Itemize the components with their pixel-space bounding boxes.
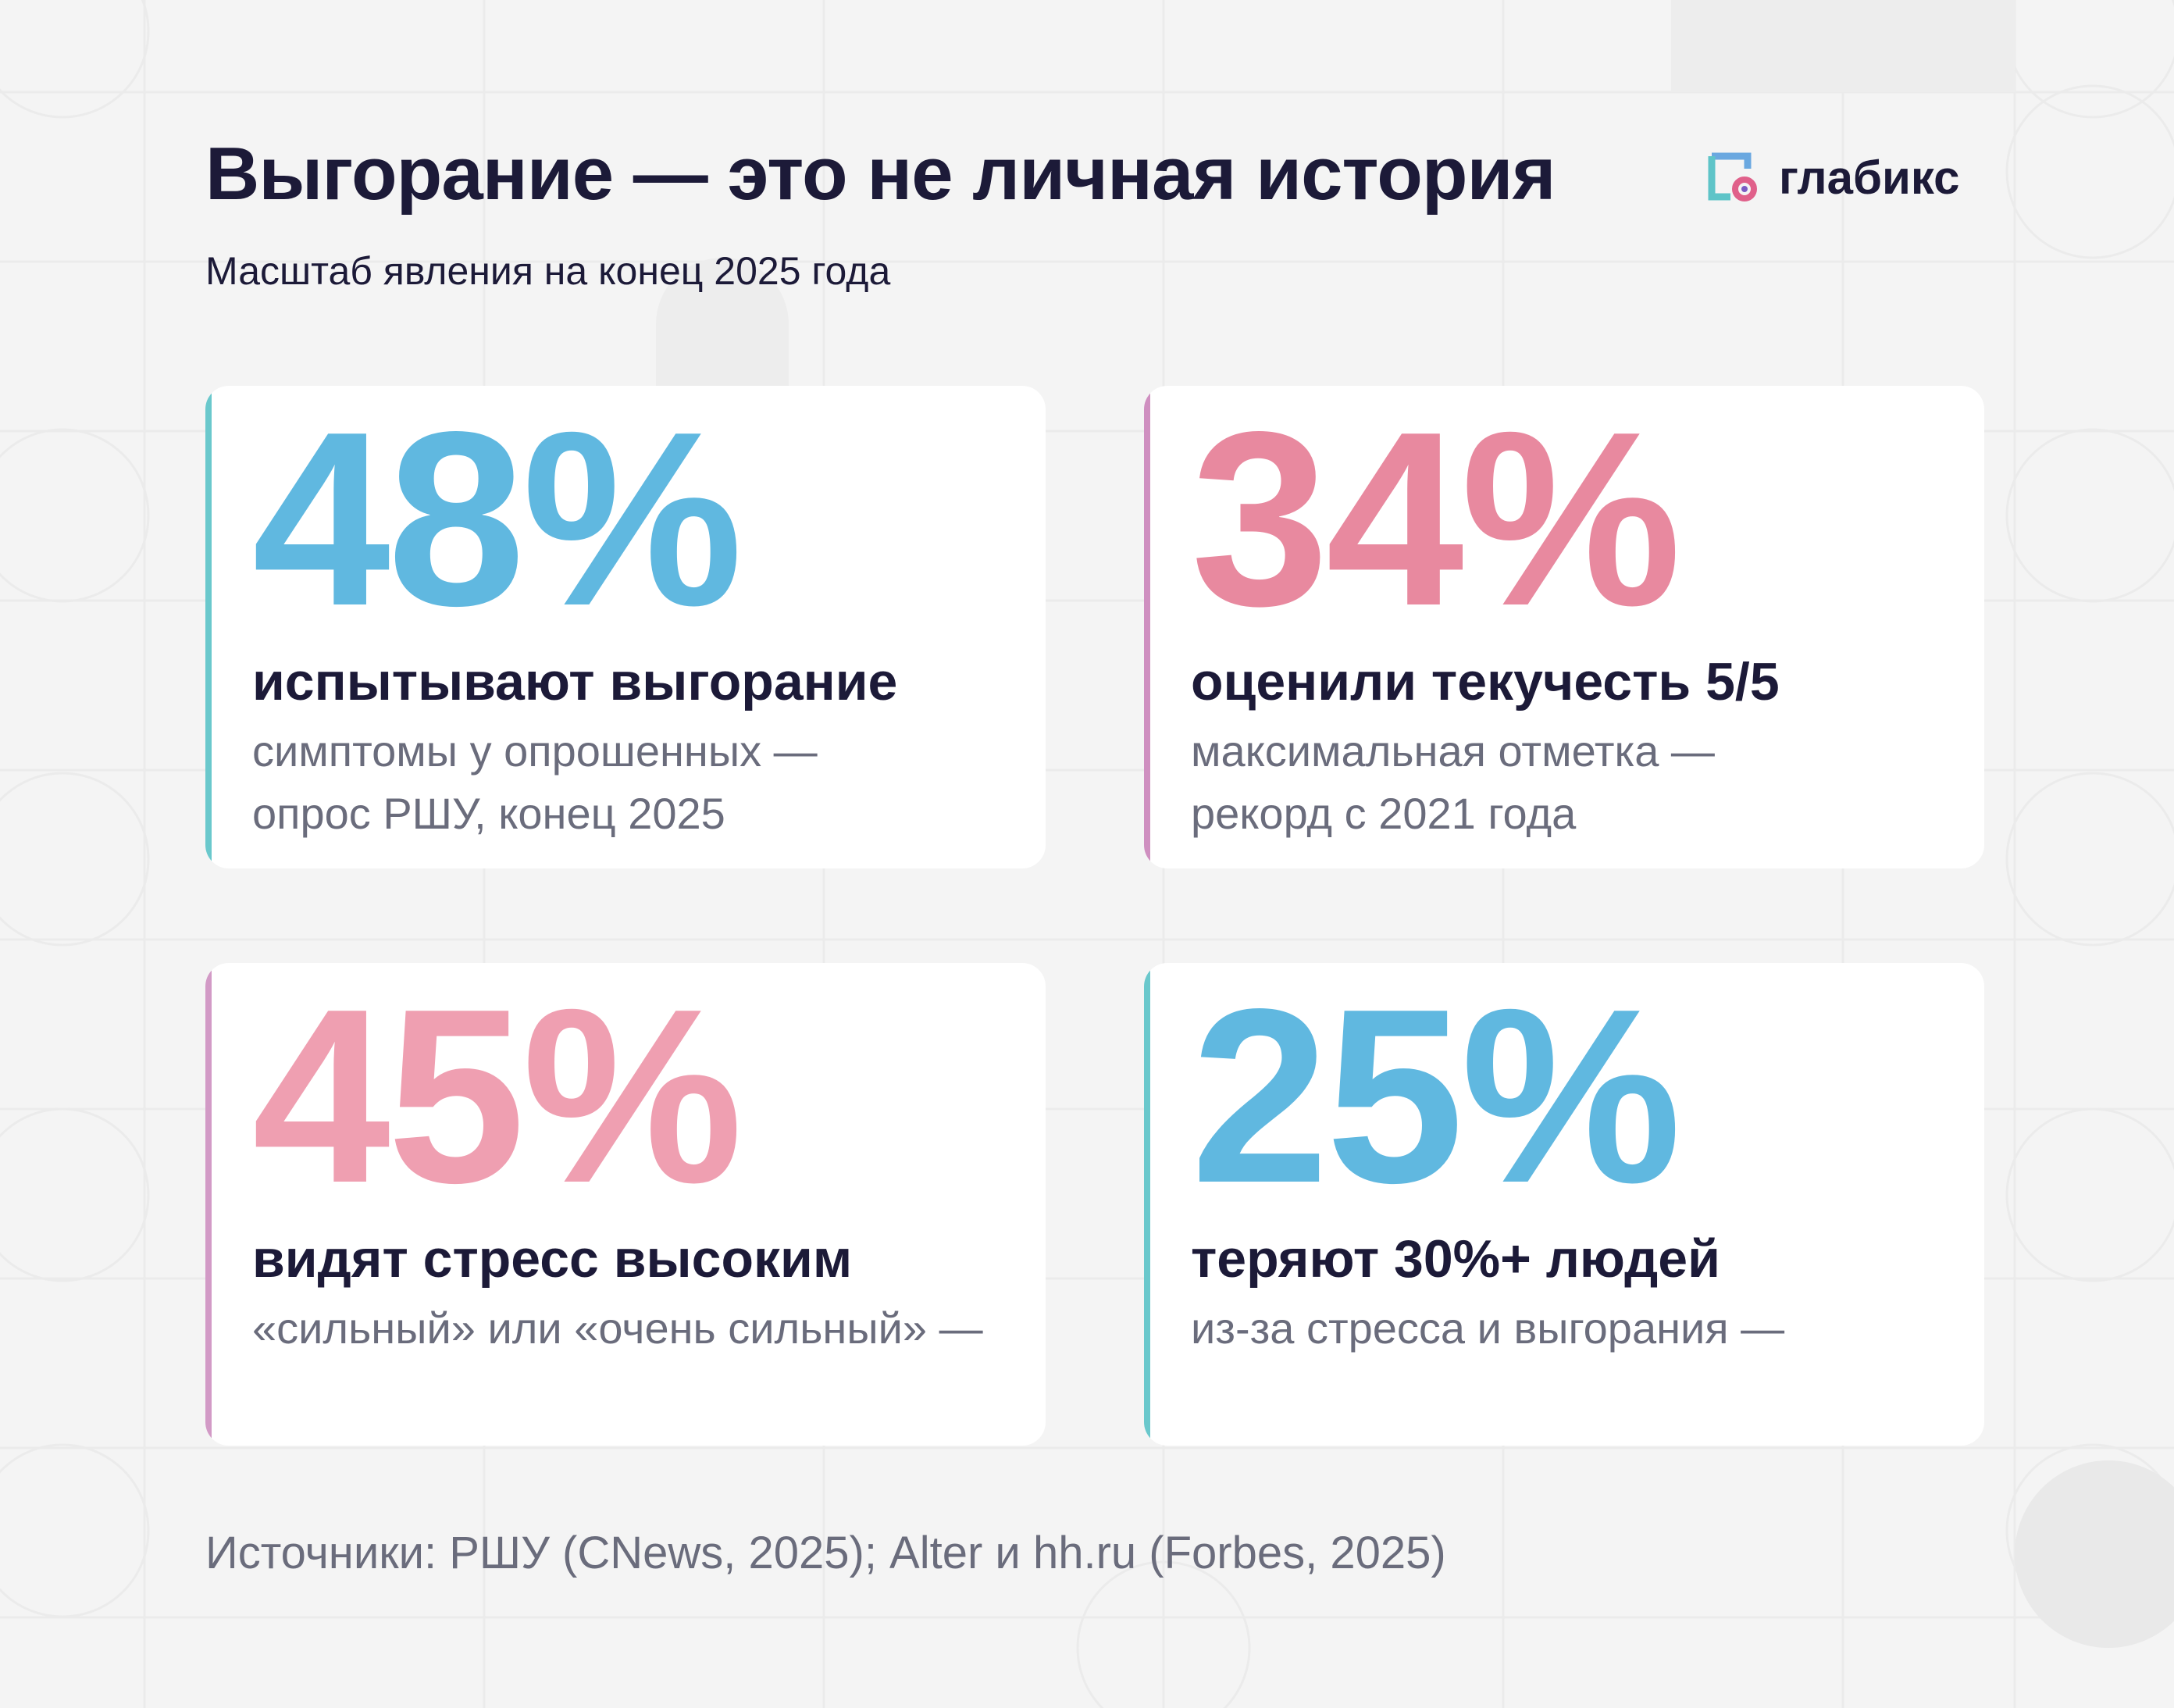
stat-value: 25% [1191,963,1681,1235]
stat-card: 45% видят стресс высоким «сильный» или «… [205,963,1046,1446]
stat-label: оценили текучесть 5/5 [1191,652,1780,711]
page-subtitle: Масштаб явления на конец 2025 года [205,249,891,293]
stat-description: симптомы у опрошенных — опрос РШУ, конец… [252,720,818,845]
stat-value: 45% [252,963,743,1235]
brand-name: глабикс [1779,151,1960,204]
stat-label: теряют 30%+ людей [1191,1229,1720,1289]
glabix-logo-icon [1708,152,1757,201]
stat-description-line: «сильный» или «очень сильный» — [252,1303,983,1353]
stat-description-line: симптомы у опрошенных — [252,726,818,776]
sources-note: Источники: РШУ (CNews, 2025); Alter и hh… [205,1528,1446,1578]
stat-label: видят стресс высоким [252,1229,853,1289]
stat-value: 48% [252,386,743,658]
stat-value: 34% [1191,386,1681,658]
stat-card: 25% теряют 30%+ людей из-за стресса и вы… [1144,963,1984,1446]
stat-description: «сильный» или «очень сильный» — [252,1297,983,1360]
brand: глабикс [1707,151,1960,204]
stat-label: испытывают выгорание [252,652,898,711]
stat-card: 48% испытывают выгорание симптомы у опро… [205,386,1046,868]
stat-description-line: из-за стресса и выгорания — [1191,1303,1785,1353]
stat-description: максимальная отметка — рекорд с 2021 год… [1191,720,1715,845]
stat-description: из-за стресса и выгорания — [1191,1297,1784,1360]
stat-description-line: максимальная отметка — [1191,726,1715,776]
stat-description-line: опрос РШУ, конец 2025 [252,789,725,838]
page-title: Выгорание — это не личная история [205,132,1556,216]
stat-card: 34% оценили текучесть 5/5 максимальная о… [1144,386,1984,868]
stat-description-line: рекорд с 2021 года [1191,789,1577,838]
